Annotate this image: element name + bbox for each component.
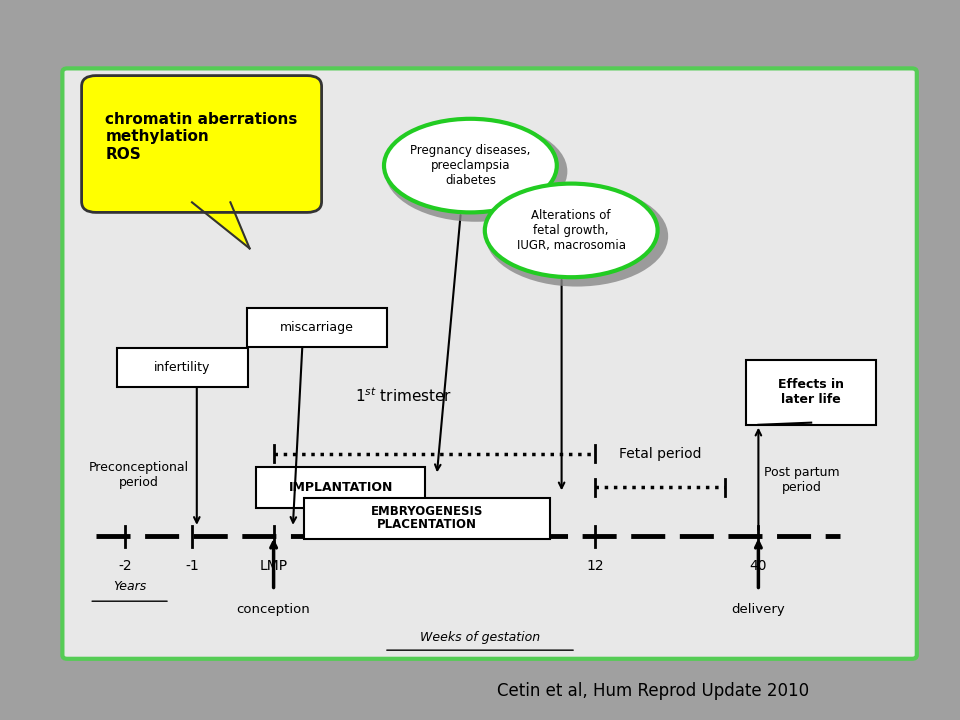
Text: infertility: infertility: [155, 361, 210, 374]
Text: chromatin aberrations
methylation
ROS: chromatin aberrations methylation ROS: [106, 112, 298, 162]
Text: 12: 12: [587, 559, 604, 573]
Text: EMBRYOGENESIS: EMBRYOGENESIS: [371, 505, 484, 518]
Ellipse shape: [384, 119, 557, 212]
Text: Weeks of gestation: Weeks of gestation: [420, 631, 540, 644]
Text: delivery: delivery: [732, 603, 785, 616]
Text: -2: -2: [118, 559, 132, 573]
FancyBboxPatch shape: [746, 360, 876, 425]
Text: 1$^{st}$ trimester: 1$^{st}$ trimester: [354, 387, 452, 405]
Polygon shape: [192, 202, 250, 248]
FancyBboxPatch shape: [82, 76, 322, 212]
Text: -1: -1: [185, 559, 199, 573]
Ellipse shape: [385, 121, 567, 222]
Ellipse shape: [486, 186, 668, 287]
Text: Fetal period: Fetal period: [619, 446, 702, 461]
Text: Preconceptional
period: Preconceptional period: [89, 462, 189, 489]
Text: Years: Years: [113, 580, 146, 593]
FancyBboxPatch shape: [304, 498, 550, 539]
Text: Post partum
period: Post partum period: [764, 467, 839, 494]
Text: 40: 40: [750, 559, 767, 573]
FancyBboxPatch shape: [256, 467, 425, 508]
Text: LMP: LMP: [259, 559, 288, 573]
Text: PLACENTATION: PLACENTATION: [377, 518, 477, 531]
FancyBboxPatch shape: [117, 348, 248, 387]
Text: Pregnancy diseases,
preeclampsia
diabetes: Pregnancy diseases, preeclampsia diabete…: [410, 144, 531, 187]
Ellipse shape: [485, 184, 658, 277]
Text: Alterations of
fetal growth,
IUGR, macrosomia: Alterations of fetal growth, IUGR, macro…: [516, 209, 626, 252]
Text: Effects in
later life: Effects in later life: [779, 379, 844, 406]
FancyBboxPatch shape: [62, 68, 917, 659]
Text: IMPLANTATION: IMPLANTATION: [289, 481, 393, 494]
FancyBboxPatch shape: [247, 308, 387, 347]
Text: miscarriage: miscarriage: [280, 321, 353, 334]
Text: conception: conception: [237, 603, 310, 616]
Text: Cetin et al, Hum Reprod Update 2010: Cetin et al, Hum Reprod Update 2010: [496, 683, 809, 700]
